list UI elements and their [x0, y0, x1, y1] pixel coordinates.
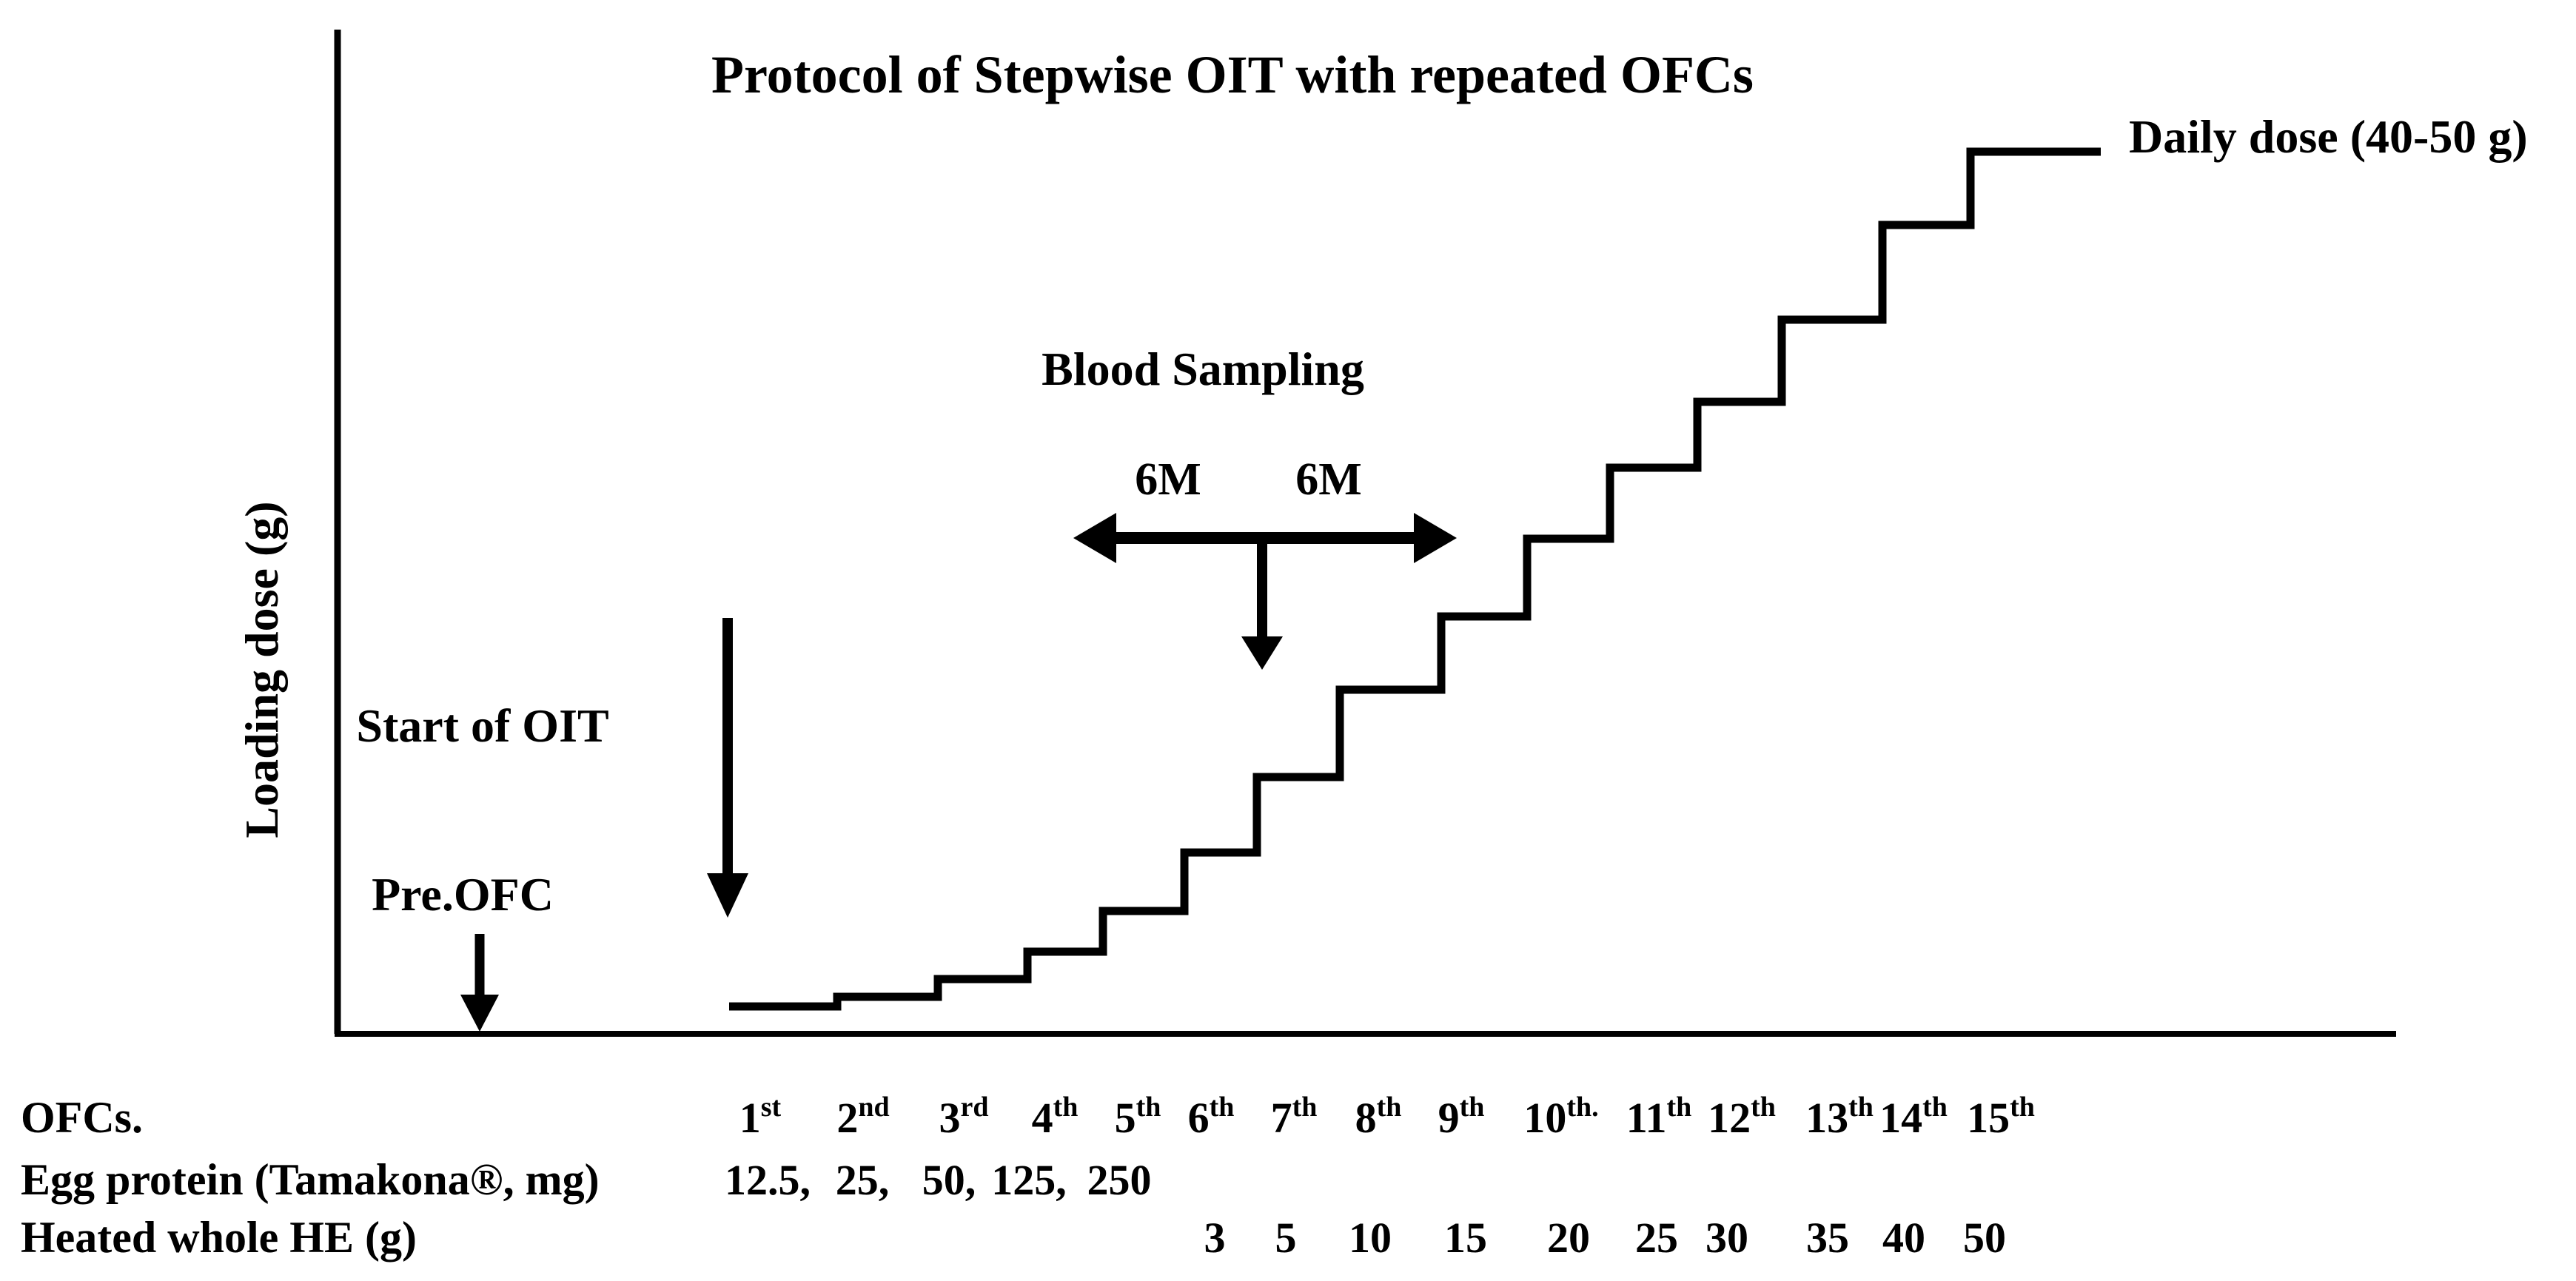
- ofc-ordinal-6: 6th: [1188, 1092, 1235, 1142]
- ofc-ordinal-4: 4th: [1032, 1092, 1079, 1142]
- daily-dose-label: Daily dose (40-50 g): [2129, 110, 2528, 163]
- egg-protein-values-row: 12.5, 25, 50, 125, 250: [725, 1156, 1152, 1204]
- egg-dose-value-4: 250: [1087, 1156, 1152, 1204]
- he-dose-value-4: 20: [1547, 1214, 1590, 1262]
- ofc-ordinal-12: 12th: [1708, 1092, 1776, 1142]
- row-label-egg-protein: Egg protein (Tamakona®, mg): [21, 1155, 600, 1204]
- interval-6m-right-label: 6M: [1295, 454, 1362, 505]
- dose-step-curve: [729, 147, 2101, 1011]
- arrowhead-right-icon: [1414, 513, 1457, 563]
- ofc-ordinal-13: 13th: [1805, 1092, 1874, 1142]
- arrowhead-down-icon: [1241, 636, 1283, 670]
- he-dose-value-2: 10: [1349, 1214, 1392, 1262]
- ofc-ordinal-10: 10th.: [1523, 1092, 1598, 1142]
- he-dose-value-1: 5: [1275, 1214, 1297, 1262]
- ofc-ordinal-9: 9th: [1438, 1092, 1485, 1142]
- he-dose-value-0: 3: [1204, 1214, 1226, 1262]
- egg-dose-value-2: 50,: [922, 1156, 976, 1204]
- ofc-ordinal-8: 8th: [1355, 1092, 1402, 1142]
- egg-dose-value-1: 25,: [836, 1156, 890, 1204]
- ofc-ordinal-2: 2nd: [836, 1092, 889, 1142]
- ofc-ordinal-1: 1st: [739, 1092, 782, 1142]
- blood-sampling-drop-arrow: [1241, 538, 1283, 670]
- blood-sampling-label: Blood Sampling: [1042, 343, 1364, 395]
- ofc-ordinal-7: 7th: [1271, 1092, 1318, 1142]
- he-dose-value-7: 35: [1806, 1214, 1849, 1262]
- arrowhead-down-icon: [460, 995, 499, 1032]
- he-dose-value-3: 15: [1444, 1214, 1487, 1262]
- pre-ofc-label: Pre.OFC: [372, 868, 554, 921]
- he-dose-value-6: 30: [1705, 1214, 1748, 1262]
- ofc-ordinal-5: 5th: [1115, 1092, 1161, 1142]
- ofc-ordinals-row: 1st 2nd 3rd 4th 5th 6th 7th 8th 9th 10th. 11th 12th…: [739, 1092, 2035, 1142]
- y-axis-label: Loading dose (g): [235, 501, 288, 838]
- start-of-oit-arrow: [707, 618, 748, 918]
- ofc-ordinal-11: 11th: [1626, 1092, 1692, 1142]
- he-dose-value-5: 25: [1635, 1214, 1678, 1262]
- arrowhead-left-icon: [1073, 513, 1116, 563]
- ofc-ordinal-15: 15th: [1967, 1092, 2035, 1142]
- arrowhead-down-icon: [707, 873, 748, 918]
- heated-he-values-row: 3 5 10 15 20 25 30 35 40 50: [1204, 1214, 2007, 1262]
- start-of-oit-label: Start of OIT: [356, 699, 608, 752]
- ofc-ordinal-14: 14th: [1879, 1092, 1948, 1142]
- ofc-ordinal-3: 3rd: [939, 1092, 989, 1142]
- row-label-heated-he: Heated whole HE (g): [21, 1213, 417, 1262]
- chart-title: Protocol of Stepwise OIT with repeated O…: [711, 45, 1754, 104]
- interval-6m-left-label: 6M: [1135, 454, 1201, 505]
- egg-dose-value-3: 125,: [991, 1156, 1067, 1204]
- he-dose-value-9: 50: [1963, 1214, 2006, 1262]
- egg-dose-value-0: 12.5,: [725, 1156, 811, 1204]
- pre-ofc-arrow: [460, 934, 499, 1032]
- row-label-ofcs: OFCs.: [21, 1093, 143, 1142]
- he-dose-value-8: 40: [1882, 1214, 1925, 1262]
